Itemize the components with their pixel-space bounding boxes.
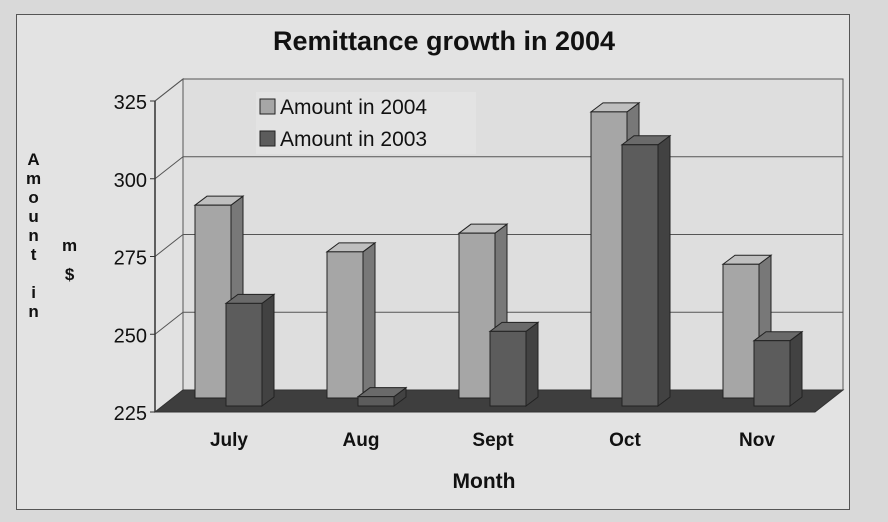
y-axis-label-col-1: A m o u n t i n	[26, 150, 41, 321]
y-label-o: o	[28, 188, 39, 207]
y-axis-label-col-2: m $	[62, 236, 77, 284]
bar-side-amount-in-2003-july	[261, 293, 275, 407]
x-tick-label-sept: Sept	[472, 430, 514, 451]
y-label-u: u	[28, 207, 39, 226]
x-axis-title: Month	[452, 470, 516, 493]
gridline-side	[154, 156, 184, 180]
y-label-A: A	[27, 150, 40, 169]
legend-label-0: Amount in 2004	[280, 96, 427, 119]
y-tick-label: 300	[114, 170, 147, 192]
legend-box	[256, 92, 476, 154]
bar-side-amount-in-2004-aug	[362, 241, 376, 399]
y-label-i: i	[31, 283, 36, 302]
y-label-dollar: $	[64, 265, 75, 284]
x-tick-label-aug: Aug	[343, 430, 380, 451]
bar-amount-in-2003-nov	[753, 340, 791, 407]
x-tick-label-july: July	[210, 430, 248, 451]
gridline-side	[154, 78, 184, 102]
x-tick-label-nov: Nov	[739, 430, 775, 451]
bar-amount-in-2004-sept	[458, 232, 496, 399]
legend-swatch-1	[259, 130, 276, 147]
bar-side-amount-in-2003-nov	[789, 330, 803, 407]
y-tick-label: 275	[114, 248, 147, 270]
bar-amount-in-2003-july	[225, 302, 263, 407]
y-label-m2: m	[62, 236, 78, 255]
gridline-side	[154, 234, 184, 257]
bar-side-amount-in-2003-sept	[525, 321, 539, 407]
y-label-t: t	[30, 245, 37, 264]
legend-swatch-0	[259, 98, 276, 115]
y-tick-label: 325	[114, 92, 147, 114]
bar-amount-in-2004-nov	[722, 263, 760, 399]
y-label-m: m	[26, 169, 42, 188]
bar-amount-in-2003-oct	[621, 144, 659, 407]
bar-amount-in-2004-oct	[590, 111, 628, 399]
y-tick-label: 225	[114, 403, 147, 425]
chart-title: Remittance growth in 2004	[272, 26, 616, 56]
bar-amount-in-2004-aug	[326, 251, 364, 399]
bar-amount-in-2004-july	[194, 204, 232, 399]
y-tick-label: 250	[114, 325, 147, 347]
y-label-n2: n	[28, 302, 39, 321]
bar-amount-in-2003-aug	[357, 396, 395, 407]
x-tick-label-oct: Oct	[609, 430, 641, 451]
bar-amount-in-2003-sept	[489, 330, 527, 407]
bar-side-amount-in-2003-oct	[657, 134, 671, 407]
legend-label-1: Amount in 2003	[280, 128, 427, 151]
gridline-side	[154, 311, 184, 335]
y-label-n: n	[28, 226, 39, 245]
